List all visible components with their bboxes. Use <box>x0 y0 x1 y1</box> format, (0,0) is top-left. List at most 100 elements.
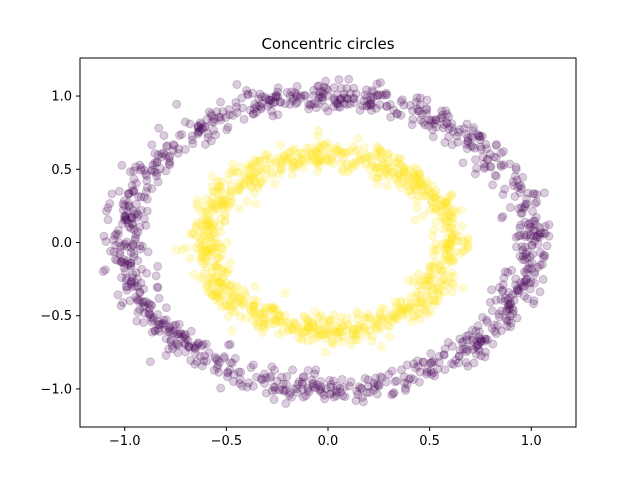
scatter-point <box>244 164 254 174</box>
scatter-point <box>309 85 319 95</box>
scatter-point <box>530 198 540 208</box>
scatter-point <box>425 187 435 197</box>
scatter-point <box>517 208 527 218</box>
scatter-point <box>249 177 259 187</box>
scatter-point <box>348 324 358 334</box>
scatter-point <box>203 220 213 230</box>
scatter-point <box>127 213 137 223</box>
scatter-point <box>418 211 428 221</box>
scatter-point <box>235 204 245 214</box>
scatter-point <box>320 141 330 151</box>
scatter-point <box>321 153 331 163</box>
scatter-point <box>385 332 395 342</box>
scatter-point <box>329 150 339 160</box>
scatter-point <box>496 306 506 316</box>
scatter-point <box>186 355 196 365</box>
scatter-point <box>416 303 426 313</box>
scatter-point <box>439 255 449 265</box>
scatter-point <box>228 306 238 316</box>
scatter-point <box>349 83 359 93</box>
scatter-point <box>184 343 194 353</box>
scatter-point <box>522 274 532 284</box>
scatter-point <box>141 297 151 307</box>
scatter-point <box>249 188 259 198</box>
scatter-point <box>232 102 242 112</box>
scatter-point <box>360 143 370 153</box>
scatter-point <box>284 148 294 158</box>
scatter-point <box>316 382 326 392</box>
scatter-point <box>150 158 160 168</box>
scatter-point <box>201 216 211 226</box>
scatter-point <box>440 365 450 375</box>
scatter-point <box>203 279 213 289</box>
scatter-point <box>186 229 196 239</box>
scatter-point <box>118 298 128 308</box>
scatter-point <box>443 243 453 253</box>
scatter-point <box>214 203 224 213</box>
scatter-point <box>514 204 524 214</box>
scatter-point <box>376 342 386 352</box>
scatter-point <box>406 373 416 383</box>
scatter-point <box>259 323 269 333</box>
scatter-point <box>334 330 344 340</box>
scatter-point <box>216 278 226 288</box>
scatter-point <box>225 186 235 196</box>
scatter-point <box>353 324 363 333</box>
scatter-point <box>201 283 211 293</box>
scatter-point <box>396 159 406 169</box>
scatter-point <box>332 328 342 338</box>
scatter-point <box>202 194 212 204</box>
scatter-point <box>337 374 347 384</box>
scatter-point <box>172 329 182 339</box>
scatter-point <box>122 242 132 252</box>
scatter-point <box>463 137 473 147</box>
scatter-point <box>394 170 404 180</box>
scatter-point <box>190 359 200 369</box>
scatter-point <box>289 162 299 172</box>
scatter-point <box>181 334 191 344</box>
scatter-point <box>509 295 519 305</box>
scatter-point <box>236 375 245 385</box>
scatter-point <box>298 377 308 387</box>
scatter-point <box>435 113 445 123</box>
scatter-point <box>498 285 508 295</box>
scatter-point <box>187 135 197 145</box>
scatter-point <box>136 192 146 202</box>
scatter-point <box>410 311 420 321</box>
scatter-point <box>131 178 141 188</box>
scatter-point <box>291 99 301 109</box>
scatter-point <box>388 167 398 177</box>
scatter-point <box>314 330 324 340</box>
scatter-point <box>464 330 474 340</box>
scatter-point <box>129 174 139 184</box>
scatter-point <box>390 313 400 323</box>
scatter-point <box>118 199 128 209</box>
scatter-point <box>253 318 263 328</box>
scatter-point <box>218 274 228 284</box>
scatter-point <box>522 253 532 263</box>
scatter-point <box>147 327 157 337</box>
scatter-point <box>324 142 334 152</box>
scatter-point <box>351 89 361 99</box>
scatter-point <box>232 298 242 308</box>
scatter-point <box>234 178 244 188</box>
scatter-point <box>440 344 450 354</box>
scatter-point <box>428 203 438 213</box>
scatter-point <box>303 153 313 163</box>
scatter-point <box>367 161 377 171</box>
scatter-point <box>218 263 228 273</box>
scatter-point <box>414 191 424 201</box>
scatter-point <box>424 205 434 215</box>
scatter-point <box>313 325 323 335</box>
scatter-point <box>432 244 442 254</box>
scatter-point <box>293 379 303 389</box>
scatter-point <box>355 105 365 115</box>
scatter-point <box>249 300 259 310</box>
scatter-point <box>203 221 213 231</box>
scatter-point <box>271 318 281 328</box>
scatter-point <box>216 383 226 393</box>
scatter-point <box>298 392 308 402</box>
scatter-point <box>259 303 269 313</box>
scatter-point <box>494 312 504 322</box>
scatter-point <box>135 287 145 297</box>
